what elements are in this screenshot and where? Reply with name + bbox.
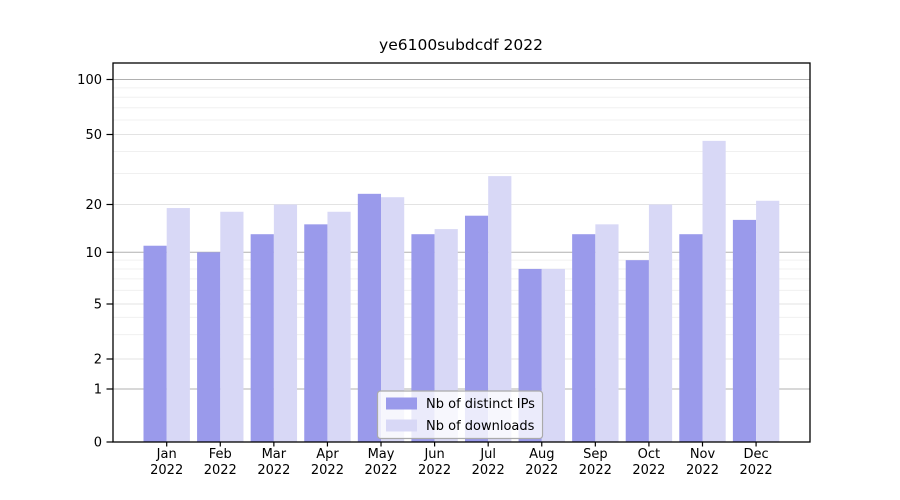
- bar-distinct-ips-Sep: [572, 234, 596, 442]
- bar-distinct-ips-Jan: [143, 245, 167, 442]
- bar-downloads-Jan: [166, 208, 190, 442]
- x-tick-label-year: 2022: [632, 463, 665, 478]
- x-tick-label-month: Nov: [690, 447, 716, 462]
- y-tick-label: 1: [94, 383, 102, 398]
- x-tick-label-month: Sep: [583, 447, 608, 462]
- y-tick-label: 5: [94, 298, 102, 313]
- x-tick-label-month: Aug: [529, 447, 554, 462]
- legend-swatch-distinct-ips: [386, 397, 417, 410]
- bar-distinct-ips-Jun: [411, 234, 435, 442]
- bar-downloads-May: [381, 197, 405, 442]
- y-tick-label: 100: [77, 73, 102, 88]
- x-tick-label-year: 2022: [150, 463, 183, 478]
- y-tick-label: 10: [85, 246, 102, 261]
- x-tick-label-month: Apr: [316, 447, 339, 462]
- y-tick-label: 50: [85, 128, 102, 143]
- bar-distinct-ips-Nov: [679, 234, 703, 442]
- y-tick-label: 20: [85, 198, 102, 213]
- x-tick-label-year: 2022: [257, 463, 290, 478]
- x-tick-label-year: 2022: [579, 463, 612, 478]
- bar-downloads-Nov: [702, 140, 726, 442]
- x-tick-label-year: 2022: [418, 463, 451, 478]
- bar-distinct-ips-Apr: [304, 224, 328, 442]
- x-tick-label-year: 2022: [686, 463, 719, 478]
- bar-downloads-Mar: [273, 204, 298, 442]
- bar-downloads-Feb: [220, 211, 244, 442]
- bar-downloads-Jul: [488, 176, 512, 442]
- x-tick-label-year: 2022: [525, 463, 558, 478]
- x-tick-label-month: Oct: [638, 447, 660, 462]
- legend-label-downloads: Nb of downloads: [426, 419, 535, 434]
- y-tick-label: 0: [94, 436, 102, 451]
- x-tick-label-month: May: [368, 447, 395, 462]
- axes: 0125102050100Jan2022Feb2022Mar2022Apr202…: [77, 73, 772, 478]
- bar-distinct-ips-Feb: [197, 252, 221, 442]
- bar-distinct-ips-May: [357, 193, 382, 442]
- x-tick-label-year: 2022: [311, 463, 344, 478]
- x-tick-label-year: 2022: [472, 463, 505, 478]
- bar-downloads-Apr: [327, 211, 351, 442]
- x-tick-label-month: Jan: [156, 447, 177, 462]
- x-tick-label-month: Jun: [423, 447, 444, 462]
- legend-box: [376, 390, 544, 440]
- x-tick-label-year: 2022: [740, 463, 773, 478]
- x-tick-label-month: Feb: [209, 447, 232, 462]
- bar-downloads-Aug: [541, 268, 565, 442]
- bar-downloads-Sep: [595, 224, 619, 442]
- x-tick-label-month: Mar: [262, 447, 287, 462]
- x-tick-label-year: 2022: [364, 463, 397, 478]
- legend: Nb of distinct IPs Nb of downloads: [376, 390, 544, 440]
- y-tick-label: 2: [94, 353, 102, 368]
- bar-distinct-ips-Dec: [732, 219, 757, 442]
- legend-swatch-downloads: [386, 419, 417, 432]
- bars: [143, 140, 780, 442]
- bar-downloads-Dec: [756, 200, 780, 442]
- bar-downloads-Oct: [648, 204, 673, 442]
- bar-distinct-ips-Mar: [250, 234, 274, 442]
- chart-title: ye6100subdcdf 2022: [379, 36, 543, 54]
- bar-downloads-Jun: [434, 229, 458, 442]
- x-tick-label-month: Dec: [744, 447, 769, 462]
- x-tick-label-year: 2022: [204, 463, 237, 478]
- bar-distinct-ips-Jul: [464, 215, 489, 442]
- bar-distinct-ips-Oct: [625, 260, 649, 442]
- legend-label-distinct-ips: Nb of distinct IPs: [426, 397, 535, 412]
- x-tick-label-month: Jul: [479, 447, 496, 462]
